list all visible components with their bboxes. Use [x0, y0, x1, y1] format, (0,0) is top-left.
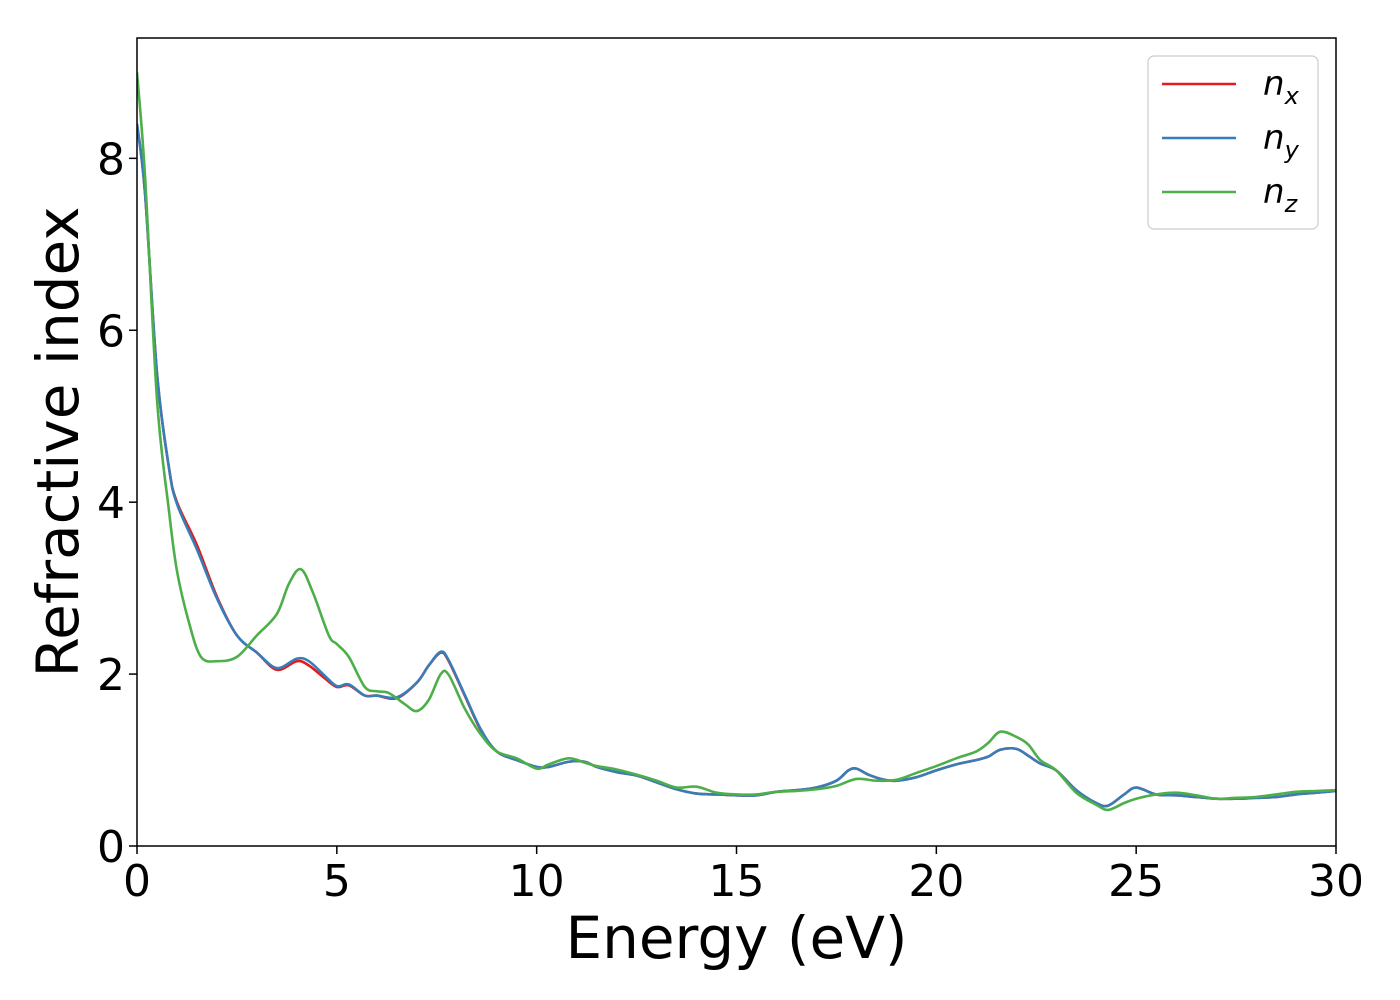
- series-line-y: [137, 123, 1336, 808]
- y-tick-label: 0: [97, 822, 125, 873]
- y-tick-label: 2: [97, 650, 125, 701]
- legend: nx ny nz: [1147, 55, 1319, 230]
- legend-label-z: nz: [1263, 172, 1299, 218]
- legend-label-y: ny: [1263, 118, 1300, 164]
- x-tick-label: 10: [509, 856, 565, 907]
- y-tick-label: 6: [97, 306, 125, 357]
- x-axis-title: Energy (eV): [565, 904, 907, 972]
- y-tick-label: 4: [97, 478, 125, 529]
- x-tick-label: 25: [1108, 856, 1164, 907]
- x-axis: 0 5 10 15 20 25 30: [123, 846, 1364, 907]
- x-tick-label: 0: [123, 856, 151, 907]
- x-tick-label: 20: [908, 856, 964, 907]
- y-axis: 0 2 4 6 8: [97, 134, 137, 873]
- series-layer: [137, 72, 1336, 812]
- legend-label-x: nx: [1263, 64, 1300, 110]
- y-axis-title: Refractive index: [24, 206, 92, 677]
- x-tick-label: 15: [709, 856, 765, 907]
- y-tick-label: 8: [97, 134, 125, 185]
- x-tick-label: 30: [1308, 856, 1364, 907]
- x-tick-label: 5: [323, 856, 351, 907]
- series-line-z: [137, 72, 1336, 812]
- legend-box: [1147, 55, 1319, 230]
